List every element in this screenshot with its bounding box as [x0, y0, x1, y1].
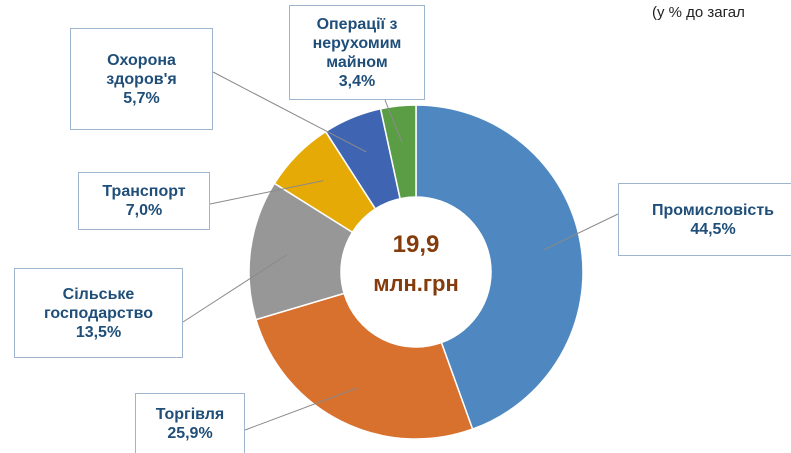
donut-slice [248, 182, 354, 321]
value-label: 44,5% [690, 220, 736, 238]
center-unit: млн.грн [373, 271, 459, 296]
value-label: 7,0% [125, 202, 163, 219]
value-label: 25,9% [167, 425, 213, 442]
category-label: Охорона здоров'я [106, 51, 177, 88]
data-label-box: Сільське господарство 13,5% [14, 268, 183, 358]
donut-slice [254, 292, 474, 440]
data-label-box: Транспорт 7,0% [78, 172, 210, 230]
value-label: 5,7% [123, 89, 160, 107]
category-label: Сільське господарство [43, 285, 154, 322]
value-label: 3,4% [338, 72, 376, 90]
category-label: Транспорт [102, 183, 186, 200]
leader-line [384, 99, 403, 143]
leader-line [182, 254, 288, 323]
leader-line [209, 180, 324, 205]
leader-line [543, 213, 619, 251]
category-label: Операції з нерухомим майном [312, 15, 402, 71]
data-label-box: Промисловість 44,5% [618, 183, 791, 256]
category-label: Промисловість [652, 201, 774, 219]
category-label: Торгівля [155, 406, 225, 423]
center-value: 19,9 [393, 231, 440, 258]
leader-line [212, 71, 367, 153]
data-label-box: Охорона здоров'я 5,7% [70, 28, 213, 130]
value-label: 13,5% [75, 323, 122, 341]
donut-slice [415, 104, 584, 431]
data-label-box: Операції з нерухомим майном 3,4% [289, 5, 425, 100]
donut-slice [379, 104, 417, 200]
leader-line [244, 387, 358, 431]
data-label-box: Торгівля 25,9% [135, 393, 245, 453]
chart-subtitle: (у % до загал [652, 4, 745, 21]
